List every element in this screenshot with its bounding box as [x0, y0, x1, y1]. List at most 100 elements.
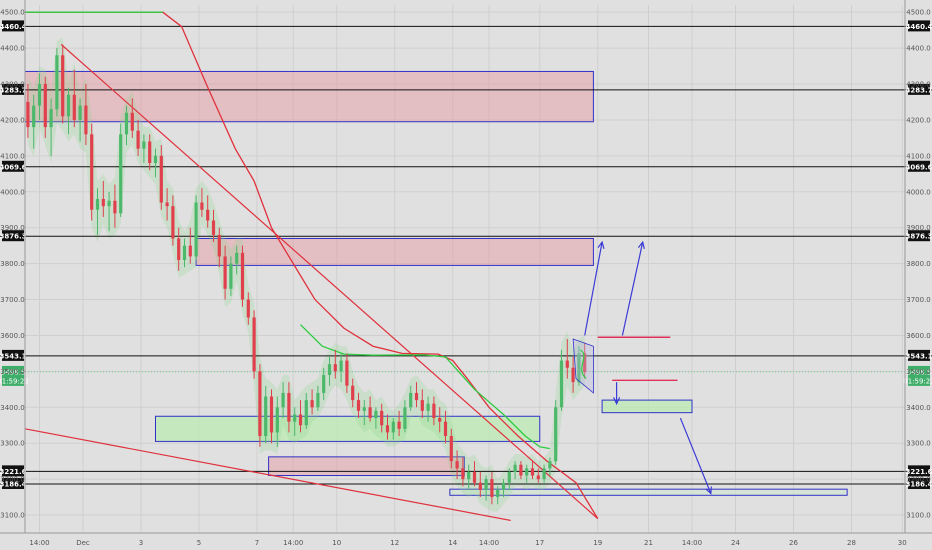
candle-body: [339, 360, 343, 372]
candle-body: [443, 421, 448, 437]
candle-body: [391, 421, 395, 433]
candle-body: [293, 414, 297, 422]
arrow-head: [705, 486, 712, 495]
arrow-head: [637, 240, 645, 250]
candle-body: [374, 410, 378, 419]
level-label-right: 3221.6: [905, 468, 932, 476]
level-tag-left: [2, 160, 24, 172]
candle-body: [420, 400, 424, 411]
x-tick-label: 19: [593, 539, 602, 547]
level-tag-left: [2, 465, 24, 477]
y-tick-label-right: 3400.0: [906, 404, 931, 412]
x-tick-label: 5: [197, 539, 201, 547]
trendline: [60, 44, 599, 520]
candle-body: [525, 468, 529, 476]
x-tick-label: 14:00: [479, 539, 499, 547]
y-tick-label-right: 3900.0: [906, 224, 931, 232]
pattern-curve: [579, 349, 587, 379]
candle-body: [240, 252, 245, 300]
candle-body: [484, 479, 488, 490]
candle-body: [554, 407, 558, 462]
candle-body: [119, 134, 123, 214]
moving-average-line: [25, 11, 599, 519]
arrow-head: [613, 397, 621, 406]
candle-body: [583, 353, 587, 373]
level-tag-right: [908, 20, 930, 32]
candle-body: [217, 234, 221, 257]
y-tick-label-left: 4200.0: [0, 116, 25, 124]
level-label-left: 4460.4: [0, 23, 27, 31]
level-label-left: 3186.4: [0, 481, 27, 489]
candle-body: [72, 94, 76, 120]
candle-body: [385, 425, 390, 433]
candle-body: [32, 105, 36, 128]
candle-body: [130, 112, 134, 131]
y-tick-label-left: 3400.0: [0, 404, 25, 412]
y-tick-label-left: 3700.0: [0, 296, 25, 304]
x-tick-label: 14: [448, 539, 457, 547]
candle-body: [333, 364, 337, 372]
candle-body: [206, 209, 210, 221]
x-tick-label: 26: [789, 539, 798, 547]
zone-supply: [195, 237, 594, 266]
x-tick-label: 28: [847, 539, 856, 547]
candle-body: [478, 482, 482, 490]
level-label-left: 3221.6: [0, 468, 27, 476]
candle-body: [153, 155, 158, 164]
trendline: [24, 428, 511, 522]
zone-neutral: [449, 488, 848, 496]
x-tick-label: 10: [332, 539, 341, 547]
candle-body: [165, 202, 169, 207]
candle-body: [327, 364, 332, 375]
candle-body: [188, 245, 192, 257]
y-tick-label-right: 4500.0: [906, 9, 931, 17]
y-tick-label-left: 4300.0: [0, 81, 25, 89]
candle-body: [409, 392, 413, 408]
level-tag-right: [908, 230, 930, 242]
candle-body: [177, 238, 181, 261]
candle-body: [258, 371, 262, 437]
candle-body: [223, 256, 227, 289]
candle-body: [113, 200, 117, 214]
y-tick-label-right: 3600.0: [906, 332, 931, 340]
candle-body: [287, 392, 291, 422]
x-tick-label: 12: [390, 539, 399, 547]
projection-arrow: [621, 241, 644, 336]
level-label-right: 4460.4: [905, 23, 932, 31]
current-price-tag: [2, 365, 24, 386]
countdown-label: 01:59:22: [0, 377, 29, 385]
y-tick-label-right: 3300.0: [906, 440, 931, 448]
candle-body: [467, 471, 471, 480]
x-tick-label: 21: [644, 539, 653, 547]
candle-body: [426, 403, 430, 411]
moving-average-line: [300, 324, 551, 450]
y-tick-label-left: 4000.0: [0, 188, 25, 196]
zone-demand: [601, 399, 693, 414]
candle-body: [235, 252, 239, 264]
candle-body: [316, 392, 320, 408]
candle-body: [136, 130, 140, 149]
candle-body: [107, 200, 111, 207]
candle-body: [61, 55, 65, 117]
level-tag-left: [2, 230, 24, 242]
projection-arrow: [584, 241, 603, 336]
candle-body: [455, 461, 459, 469]
candle-body: [200, 202, 204, 210]
candle-body: [490, 479, 494, 498]
level-tag-right: [908, 465, 930, 477]
y-tick-label-right: 3700.0: [906, 296, 931, 304]
candle-body: [229, 263, 233, 289]
candle-body: [281, 392, 285, 408]
y-tick-label-left: 3100.0: [0, 512, 25, 520]
candle-body: [171, 206, 175, 239]
candle-body: [577, 353, 581, 383]
level-label-right: 3186.4: [905, 481, 932, 489]
arrow-head: [597, 240, 605, 249]
x-tick-label: 14:00: [283, 539, 303, 547]
x-tick-label: 17: [535, 539, 544, 547]
candle-body: [159, 155, 163, 203]
level-tag-left: [2, 349, 24, 361]
